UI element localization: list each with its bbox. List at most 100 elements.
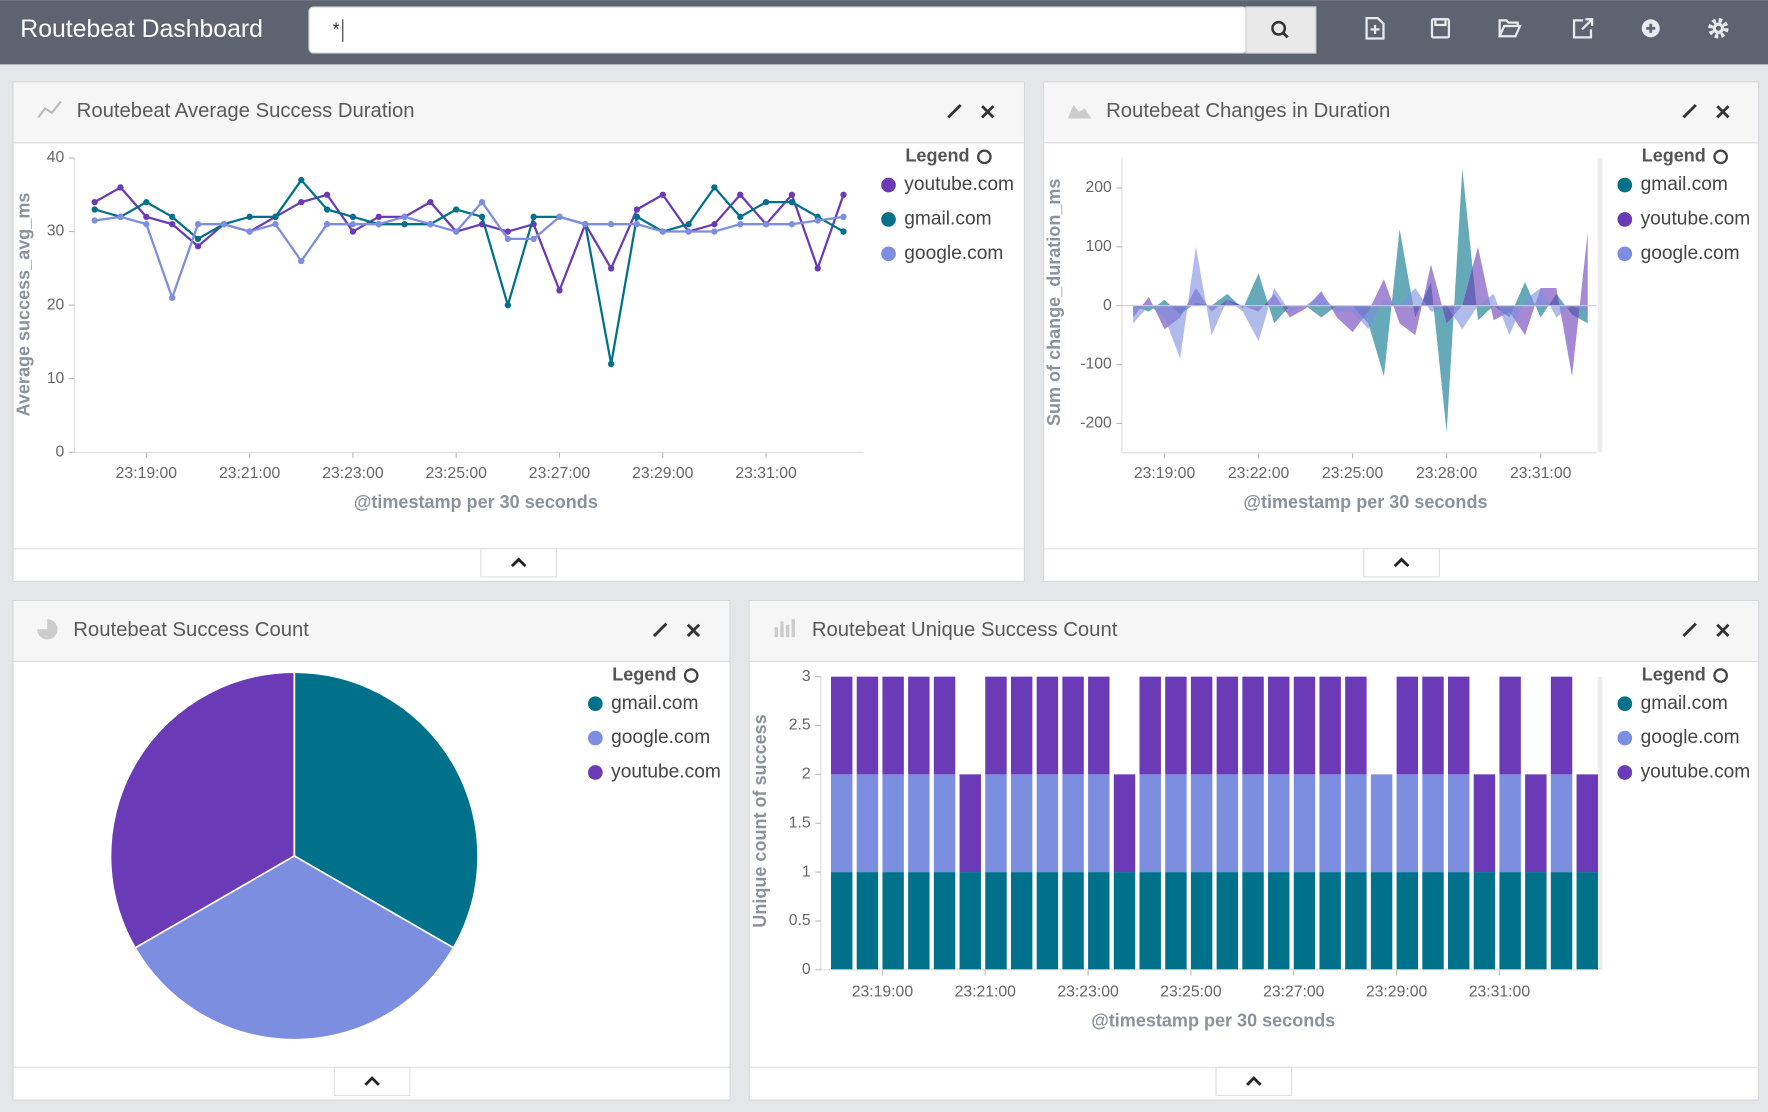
bar-segment xyxy=(1140,677,1161,775)
bar-segment xyxy=(985,872,1006,970)
y-tick-label: 2.5 xyxy=(789,717,811,734)
point xyxy=(324,192,330,198)
bar-segment xyxy=(934,774,955,872)
y-tick-label: 10 xyxy=(47,370,65,387)
y-tick-label: 0 xyxy=(802,961,811,978)
bar-segment xyxy=(1294,774,1315,872)
search-button[interactable] xyxy=(1246,7,1316,53)
bar-segment xyxy=(985,677,1006,775)
point xyxy=(505,302,511,308)
point xyxy=(117,214,123,220)
bar-segment xyxy=(1448,774,1469,872)
point xyxy=(169,214,175,220)
y-tick-label: 1 xyxy=(802,863,811,880)
bar-segment xyxy=(1268,872,1289,970)
point xyxy=(143,221,149,227)
point xyxy=(763,199,769,205)
point xyxy=(298,199,304,205)
collapse-tab[interactable] xyxy=(1216,1067,1292,1095)
bar-segment xyxy=(1088,872,1109,970)
legend-swatch xyxy=(588,731,603,746)
y-tick-label: -200 xyxy=(1080,415,1112,432)
y-tick-label: 200 xyxy=(1085,179,1112,196)
bar-segment xyxy=(1165,677,1186,775)
point xyxy=(376,214,382,220)
x-tick-label: 23:19:00 xyxy=(852,984,914,1001)
search-query[interactable]: * xyxy=(333,19,340,39)
y-tick-label: 2 xyxy=(802,766,811,783)
point xyxy=(350,214,356,220)
bar-segment xyxy=(1397,872,1418,970)
bar-segment xyxy=(831,774,852,872)
bar-segment xyxy=(1499,774,1520,872)
bar-segment xyxy=(1011,774,1032,872)
legend-swatch xyxy=(1617,246,1632,261)
x-tick-label: 23:22:00 xyxy=(1228,465,1290,482)
bar-segment xyxy=(960,774,981,872)
bar-segment xyxy=(1448,677,1469,775)
point xyxy=(246,214,252,220)
point xyxy=(660,192,666,198)
bar-segment xyxy=(1011,677,1032,775)
legend-swatch xyxy=(1617,765,1632,780)
bar-segment xyxy=(1319,872,1340,970)
point xyxy=(608,361,614,367)
bar-segment xyxy=(1191,774,1212,872)
point xyxy=(711,221,717,227)
point xyxy=(143,199,149,205)
point xyxy=(298,258,304,264)
legend-swatch xyxy=(1617,212,1632,227)
bar-segment xyxy=(1217,774,1238,872)
bar-segment xyxy=(1037,774,1058,872)
bar-segment xyxy=(1140,872,1161,970)
bar-segment xyxy=(1397,677,1418,775)
point xyxy=(737,214,743,220)
bar-segment xyxy=(882,677,903,775)
point xyxy=(505,236,511,242)
point xyxy=(195,221,201,227)
legend-label: youtube.com xyxy=(611,762,721,783)
bar-segment xyxy=(882,872,903,970)
bar-segment xyxy=(1448,872,1469,970)
y-tick-label: 40 xyxy=(47,149,65,166)
legend-label: google.com xyxy=(611,727,710,748)
x-tick-label: 23:27:00 xyxy=(1263,984,1325,1001)
bar-segment xyxy=(1217,872,1238,970)
x-tick-label: 23:25:00 xyxy=(1322,465,1384,482)
bar-segment xyxy=(1217,677,1238,775)
x-tick-label: 23:23:00 xyxy=(1057,984,1119,1001)
legend-label: gmail.com xyxy=(1641,174,1728,195)
y-tick-label: 20 xyxy=(47,296,65,313)
bar-segment xyxy=(908,774,929,872)
bar-segment xyxy=(1551,677,1572,775)
point xyxy=(221,221,227,227)
search-input[interactable] xyxy=(309,7,1247,53)
bar-segment xyxy=(1422,677,1443,775)
collapse-tab[interactable] xyxy=(334,1067,410,1095)
bar-segment xyxy=(1345,677,1366,775)
point xyxy=(505,228,511,234)
point xyxy=(195,236,201,242)
collapse-tab[interactable] xyxy=(481,549,557,577)
x-tick-label: 23:19:00 xyxy=(1134,465,1196,482)
bar-segment xyxy=(960,872,981,970)
legend-swatch xyxy=(881,246,896,261)
legend-swatch xyxy=(1617,178,1632,193)
bar-segment xyxy=(1525,774,1546,872)
point xyxy=(272,221,278,227)
panel-title: Routebeat Changes in Duration xyxy=(1106,100,1390,122)
add-panel-icon[interactable] xyxy=(1642,19,1660,37)
collapse-tab[interactable] xyxy=(1364,549,1440,577)
point xyxy=(401,214,407,220)
bar-segment xyxy=(934,677,955,775)
y-tick-label: 0 xyxy=(55,443,64,460)
point xyxy=(556,287,562,293)
x-tick-label: 23:21:00 xyxy=(219,465,281,482)
point xyxy=(685,221,691,227)
x-tick-label: 23:25:00 xyxy=(1160,984,1222,1001)
panel-title: Routebeat Average Success Duration xyxy=(77,100,415,122)
bar-segment xyxy=(1294,872,1315,970)
bar-segment xyxy=(1037,677,1058,775)
y-axis-title: Unique count of success xyxy=(750,714,770,927)
x-axis-title: @timestamp per 30 seconds xyxy=(1243,492,1487,512)
